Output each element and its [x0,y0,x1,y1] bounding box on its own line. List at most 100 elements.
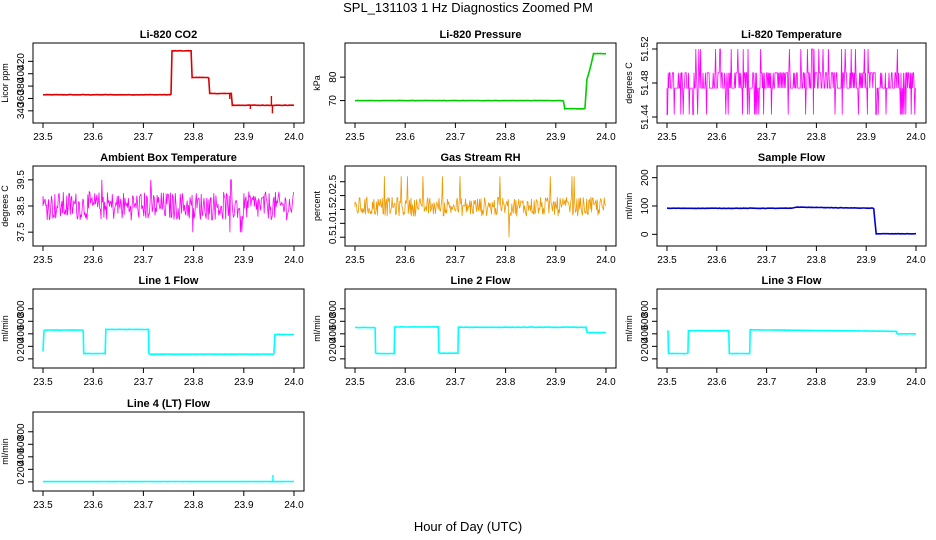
chart-title: Line 4 (LT) Flow [127,398,210,410]
y-axis-label: ml/min [624,193,634,220]
x-tick-label: 24.0 [284,500,304,511]
chart-panel-10: Line 4 (LT) Flow ml/min 23.5 23.6 23.7 23.8 23… [0,398,305,511]
x-tick-label: 23.9 [546,132,566,143]
x-tick-label: 23.6 [395,255,415,266]
x-tick-label: 23.8 [807,255,827,266]
chart-title: Line 3 Flow [762,275,822,287]
y-tick-label: 37.5 [16,222,27,242]
x-tick-label: 23.5 [33,255,53,266]
x-tick-label: 23.9 [234,377,254,388]
figure-title: SPL_131103 1 Hz Diagnostics Zoomed PM [343,0,593,15]
chart-panel-7: Line 1 Flow ml/min 23.5 23.6 23.7 23.8 23.9 24.… [0,275,305,388]
y-tick-label: 2.0 [328,188,339,202]
x-tick-label: 23.8 [496,377,516,388]
y-tick-label: 200 [640,338,651,355]
x-tick-label: 23.6 [83,132,103,143]
y-tick-label: 600 [640,313,651,330]
y-axis-label: kPa [312,75,322,91]
chart-title: Ambient Box Temperature [100,152,237,164]
y-tick-label: 600 [16,313,27,330]
y-tick-label: 70 [328,95,339,107]
x-tick-label: 23.6 [83,500,103,511]
x-tick-label: 23.6 [707,377,727,388]
x-tick-label: 23.8 [807,132,827,143]
chart-title: Li-820 CO2 [140,29,197,41]
data-series-line [666,48,916,115]
data-series-line [355,325,606,355]
y-tick-label: 0 [640,231,651,237]
x-tick-label: 23.9 [546,377,566,388]
y-tick-label: 400 [16,65,27,82]
x-tick-label: 23.8 [496,255,516,266]
x-tick-label: 23.9 [856,255,876,266]
x-tick-label: 23.7 [134,132,154,143]
plot-frame [656,288,927,369]
x-tick-label: 24.0 [906,132,926,143]
y-tick-label: 100 [640,197,651,214]
x-tick-label: 23.6 [83,377,103,388]
y-tick-label: 800 [328,300,339,317]
x-tick-label: 23.8 [807,377,827,388]
x-tick-label: 23.7 [757,255,777,266]
y-tick-label: 1.5 [328,202,339,216]
data-series-line [354,52,607,110]
x-tick-label: 23.9 [234,132,254,143]
chart-title: Line 1 Flow [139,275,199,287]
chart-panel-9: Line 3 Flow ml/min 23.5 23.6 23.7 23.8 23.9 24.… [624,275,927,388]
x-tick-label: 23.9 [546,255,566,266]
y-tick-label: 80 [328,71,339,83]
y-axis-label: ml/min [624,315,634,342]
y-axis-label: ml/min [0,315,10,342]
y-tick-label: 0 [640,356,651,362]
y-tick-label: 200 [16,461,27,478]
x-tick-label: 24.0 [284,132,304,143]
x-tick-label: 23.8 [184,500,204,511]
x-tick-label: 23.5 [657,255,677,266]
panels: Li-820 CO2 Licor ppm 23.5 23.6 23.7 23.8 23.9 2… [0,29,927,511]
chart-panel-4: Ambient Box Temperature degrees C 23.5 23.6… [0,152,305,266]
x-tick-label: 23.9 [856,132,876,143]
y-tick-label: 200 [640,169,651,186]
y-tick-label: 380 [16,77,27,94]
y-tick-label: 800 [16,423,27,440]
x-tick-label: 23.6 [83,255,103,266]
x-tick-label: 24.0 [284,255,304,266]
x-tick-label: 24.0 [596,377,616,388]
chart-title: Line 2 Flow [451,275,511,287]
chart-panel-6: Sample Flow ml/min 23.5 23.6 23.7 23.8 23.9 24.… [624,152,927,266]
x-tick-label: 24.0 [906,377,926,388]
y-tick-label: 400 [328,325,339,342]
chart-title: Li-820 Temperature [741,29,842,41]
x-tick-label: 24.0 [284,377,304,388]
x-tick-label: 23.5 [33,500,53,511]
x-tick-label: 24.0 [596,132,616,143]
chart-panel-1: Li-820 CO2 Licor ppm 23.5 23.6 23.7 23.8 23.9 2… [0,29,305,143]
y-axis-label: ml/min [312,315,322,342]
y-axis-label: Licor ppm [0,63,10,103]
x-tick-label: 23.7 [757,132,777,143]
x-tick-label: 23.8 [184,255,204,266]
y-tick-label: 51.44 [640,104,651,129]
x-tick-label: 23.7 [446,255,466,266]
x-tick-label: 23.8 [184,132,204,143]
chart-title: Sample Flow [758,152,826,164]
x-tick-label: 23.8 [496,132,516,143]
x-tick-label: 23.5 [345,377,365,388]
x-tick-label: 23.7 [446,377,466,388]
x-tick-label: 23.7 [446,132,466,143]
y-tick-label: 1.0 [328,216,339,230]
y-tick-label: 0 [328,356,339,362]
plot-frame [344,165,617,247]
y-tick-label: 800 [16,300,27,317]
x-tick-label: 23.5 [33,132,53,143]
data-series-line [354,176,606,238]
y-tick-label: 2.5 [328,174,339,188]
y-tick-label: 420 [16,53,27,70]
figure-xlabel: Hour of Day (UTC) [414,519,522,534]
y-tick-label: 38.5 [16,196,27,216]
x-tick-label: 23.7 [757,377,777,388]
x-tick-label: 23.6 [707,255,727,266]
chart-panel-2: Li-820 Pressure kPa 23.5 23.6 23.7 23.8 23.9 24… [312,29,617,143]
data-series-line [42,179,294,233]
